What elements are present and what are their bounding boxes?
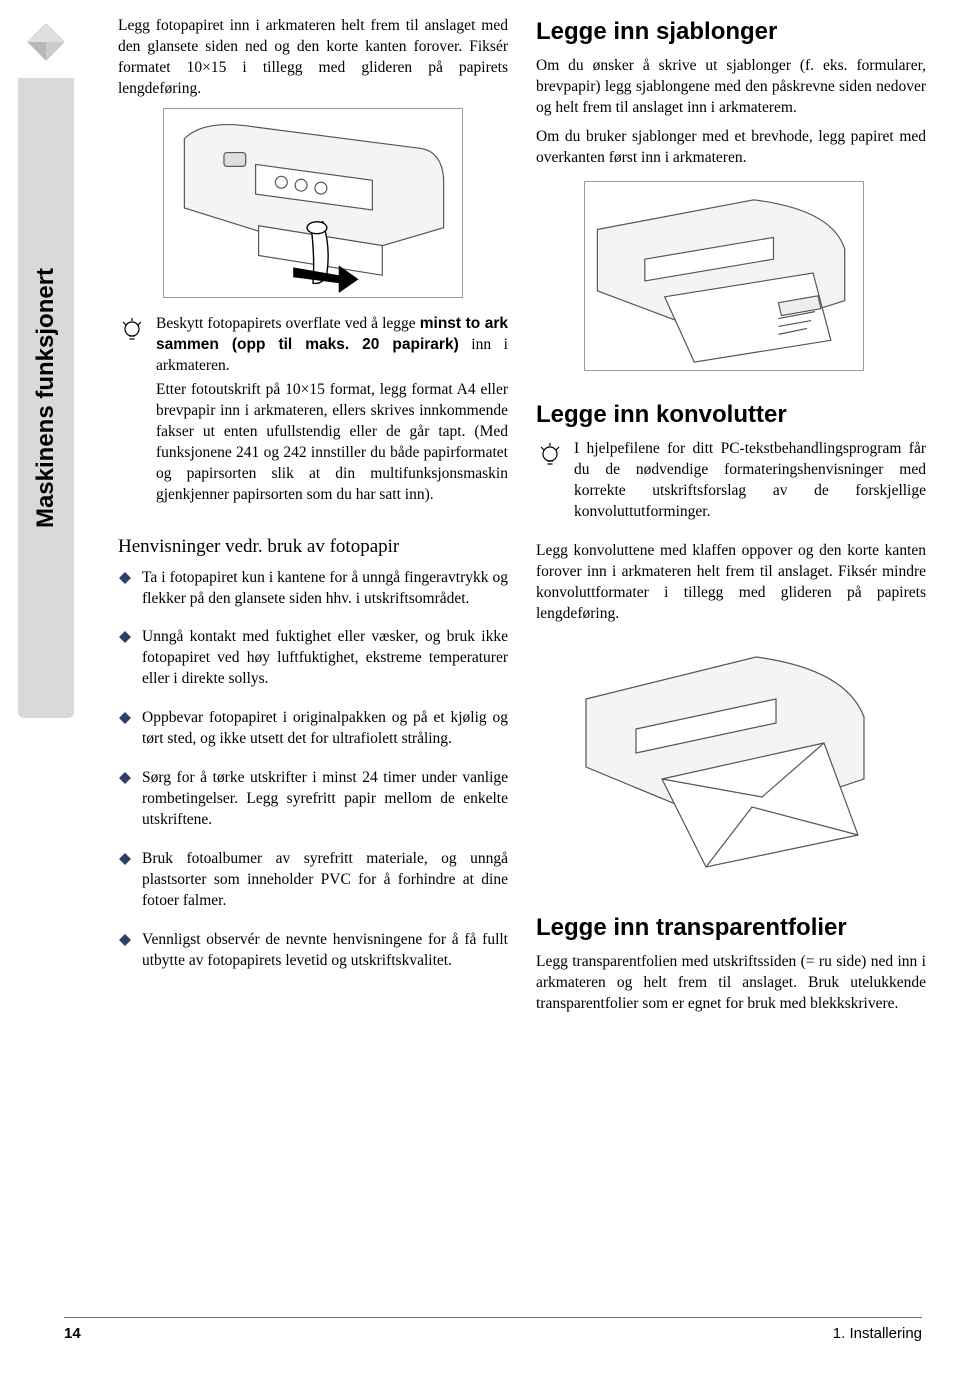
tip-envelopes: I hjelpefilene for ditt PC-tekstbehandli…: [536, 439, 926, 531]
bullet-item: Sørg for å tørke utskrifter i minst 24 t…: [118, 768, 508, 839]
bullet-item: Vennligst observér de nevnte henvisninge…: [118, 930, 508, 980]
heading-envelopes: Legge inn konvolutter: [536, 399, 926, 431]
bullet-item: Oppbevar fotopapiret i originalpakken og…: [118, 708, 508, 758]
heading-templates: Legge inn sjablonger: [536, 16, 926, 48]
page-number: 14: [64, 1324, 81, 1344]
bullet-item: Unngå kontakt med fuktighet eller væsker…: [118, 627, 508, 698]
subheading-photo-paper: Henvisninger vedr. bruk av fotopapir: [118, 534, 508, 560]
printer-template-illustration: [584, 181, 864, 371]
lightbulb-icon: [118, 316, 146, 344]
templates-p1: Om du ønsker å skrive ut sjablonger (f. …: [536, 56, 926, 119]
printer-envelope-illustration: [576, 639, 886, 884]
diamond-icon: [118, 852, 132, 866]
printer-load-illustration: [163, 108, 463, 298]
bullet-item: Ta i fotopapiret kun i kantene for å unn…: [118, 568, 508, 618]
diamond-icon: [118, 933, 132, 947]
diamond-icon: [118, 630, 132, 644]
intro-paragraph: Legg fotopapiret inn i arkmateren helt f…: [118, 16, 508, 100]
page-footer: 14 1. Installering: [64, 1317, 922, 1344]
heading-transparencies: Legge inn transparentfolier: [536, 912, 926, 944]
section-name: 1. Installering: [833, 1324, 922, 1344]
transparencies-p: Legg transparentfolien med utskriftsside…: [536, 952, 926, 1015]
sidebar-label: Maskinens funksjonert: [30, 268, 62, 528]
diamond-icon: [118, 771, 132, 785]
section-marker-icon: [26, 22, 66, 62]
envelopes-p: Legg konvoluttene med klaffen oppover og…: [536, 541, 926, 625]
page-content: Legg fotopapiret inn i arkmateren helt f…: [118, 16, 926, 1023]
bullet-item: Bruk fotoalbumer av syrefritt materiale,…: [118, 849, 508, 920]
templates-p2: Om du bruker sjablonger med et brevhode,…: [536, 127, 926, 169]
diamond-icon: [118, 571, 132, 585]
lightbulb-icon: [536, 441, 564, 469]
sidebar-tab: Maskinens funksjonert: [18, 78, 74, 718]
tip-body: Beskytt fotopapirets overflate ved å leg…: [156, 314, 508, 514]
right-column: Legge inn sjablonger Om du ønsker å skri…: [536, 16, 926, 1023]
diamond-icon: [118, 711, 132, 725]
tip-protect-surface: Beskytt fotopapirets overflate ved å leg…: [118, 314, 508, 514]
left-column: Legg fotopapiret inn i arkmateren helt f…: [118, 16, 508, 1023]
